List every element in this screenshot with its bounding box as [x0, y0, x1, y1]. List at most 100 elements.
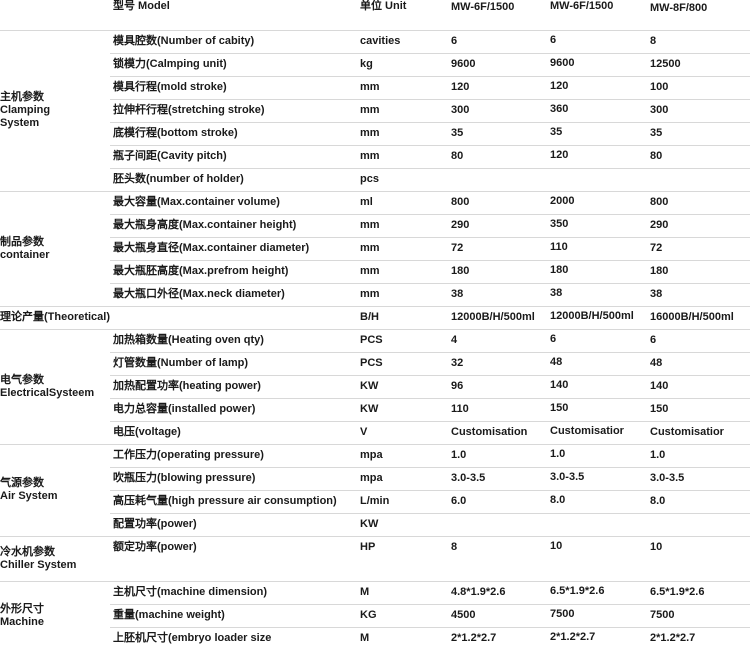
group-title-line: Clamping — [0, 104, 51, 116]
value-cell: 12000B/H/500ml — [550, 310, 634, 322]
row-divider — [110, 627, 750, 628]
value-cell: 7500 — [650, 609, 675, 621]
group-title-line: 主机参数 — [0, 91, 44, 103]
value-cell: 12000B/H/500ml — [451, 311, 535, 323]
value-cell: 38 — [550, 287, 563, 299]
value-cell: 6 — [451, 35, 458, 47]
value-cell: 360 — [550, 103, 569, 115]
unit-label: mpa — [360, 449, 383, 461]
row-divider — [110, 604, 750, 605]
value-cell: 110 — [451, 403, 469, 415]
group-divider — [0, 444, 750, 445]
value-cell: 2*1.2*2.7 — [451, 632, 497, 644]
value-cell: 6.0 — [451, 495, 467, 507]
group-divider — [0, 191, 750, 192]
header-model-3: MW-8F/800 — [650, 2, 708, 14]
value-cell: 2000 — [550, 195, 575, 207]
row-divider — [110, 168, 750, 169]
value-cell: 6 — [550, 333, 557, 345]
unit-label: M — [360, 632, 370, 644]
group-divider — [0, 581, 750, 582]
row-divider — [110, 122, 750, 123]
unit-label: mm — [360, 127, 380, 139]
group-title-line: Chiller System — [0, 559, 77, 571]
row-divider — [110, 421, 750, 422]
unit-label: M — [360, 586, 370, 598]
value-cell: 290 — [451, 219, 470, 231]
param-label: 最大瓶身直径(Max.container diameter) — [113, 242, 310, 254]
group-title-line: Air System — [0, 490, 58, 502]
row-divider — [110, 260, 750, 261]
group-divider — [0, 329, 750, 330]
value-cell: 35 — [550, 126, 563, 138]
param-label: 额定功率(power) — [113, 541, 197, 553]
group-title: 外形尺寸 Machine — [0, 603, 44, 629]
value-cell: 48 — [550, 356, 563, 368]
row-divider — [110, 352, 750, 353]
unit-label: kg — [360, 58, 373, 70]
group-title: 气源参数 Air System — [0, 477, 57, 503]
param-label: 电力总容量(installed power) — [113, 403, 256, 415]
unit-label: mm — [360, 265, 380, 277]
unit-label: HP — [360, 541, 376, 553]
value-cell: 120 — [451, 81, 470, 93]
value-cell: 6 — [650, 334, 657, 346]
value-cell: 32 — [451, 357, 464, 369]
row-divider — [110, 214, 750, 215]
value-cell: 80 — [451, 150, 464, 162]
value-cell: 2*1.2*2.7 — [650, 632, 696, 644]
unit-label: mm — [360, 288, 380, 300]
value-cell: 4500 — [451, 609, 476, 621]
value-cell: 1.0 — [650, 449, 666, 461]
param-label: 胚头数(number of holder) — [113, 173, 244, 185]
group-title-line: 制品参数 — [0, 236, 44, 248]
param-label: 模具行程(mold stroke) — [113, 81, 227, 93]
unit-label: KG — [360, 609, 377, 621]
unit-label: mm — [360, 150, 380, 162]
group-title-line: container — [0, 249, 50, 261]
value-cell: 4 — [451, 334, 458, 346]
value-cell: 3.0-3.5 — [650, 472, 685, 484]
value-cell: 12500 — [650, 58, 681, 70]
unit-label: cavities — [360, 35, 401, 47]
unit-label: mm — [360, 242, 380, 254]
value-cell: 80 — [650, 150, 663, 162]
value-cell: 100 — [650, 81, 669, 93]
param-label: 电压(voltage) — [113, 426, 181, 438]
row-divider — [110, 283, 750, 284]
row-divider — [110, 513, 750, 514]
group-title: 电气参数 ElectricalSysteem — [0, 374, 94, 400]
value-cell: 180 — [550, 264, 569, 276]
value-cell: Customisatior — [550, 425, 624, 437]
group-title-line: 冷水机参数 — [0, 546, 55, 558]
unit-label: V — [360, 426, 368, 438]
row-divider — [110, 145, 750, 146]
value-cell: 1.0 — [451, 449, 467, 461]
param-label: 工作压力(operating pressure) — [113, 449, 264, 461]
unit-label: ml — [360, 196, 373, 208]
value-cell: 300 — [650, 104, 669, 116]
param-label: 重量(machine weight) — [113, 609, 225, 621]
param-label: 加热箱数量(Heating oven qty) — [113, 334, 264, 346]
param-label: 最大瓶身高度(Max.container height) — [113, 219, 297, 231]
unit-label: KW — [360, 518, 379, 530]
row-divider — [110, 76, 750, 77]
param-label: 最大瓶胚高度(Max.prefrom height) — [113, 265, 289, 277]
value-cell: 350 — [550, 218, 569, 230]
header-model-2: MW-6F/1500 — [550, 0, 614, 12]
value-cell: 4.8*1.9*2.6 — [451, 586, 506, 598]
param-label: 吹瓶压力(blowing pressure) — [113, 472, 256, 484]
value-cell: 120 — [550, 149, 569, 161]
value-cell: 35 — [650, 127, 663, 139]
value-cell: 38 — [650, 288, 663, 300]
row-divider — [110, 467, 750, 468]
param-label: 灯管数量(Number of lamp) — [113, 357, 249, 369]
unit-label: PCS — [360, 357, 383, 369]
unit-label: KW — [360, 403, 379, 415]
value-cell: 48 — [650, 357, 663, 369]
value-cell: Customisatior — [650, 426, 724, 438]
row-divider — [110, 237, 750, 238]
unit-label: mm — [360, 219, 380, 231]
value-cell: 6.5*1.9*2.6 — [650, 586, 705, 598]
